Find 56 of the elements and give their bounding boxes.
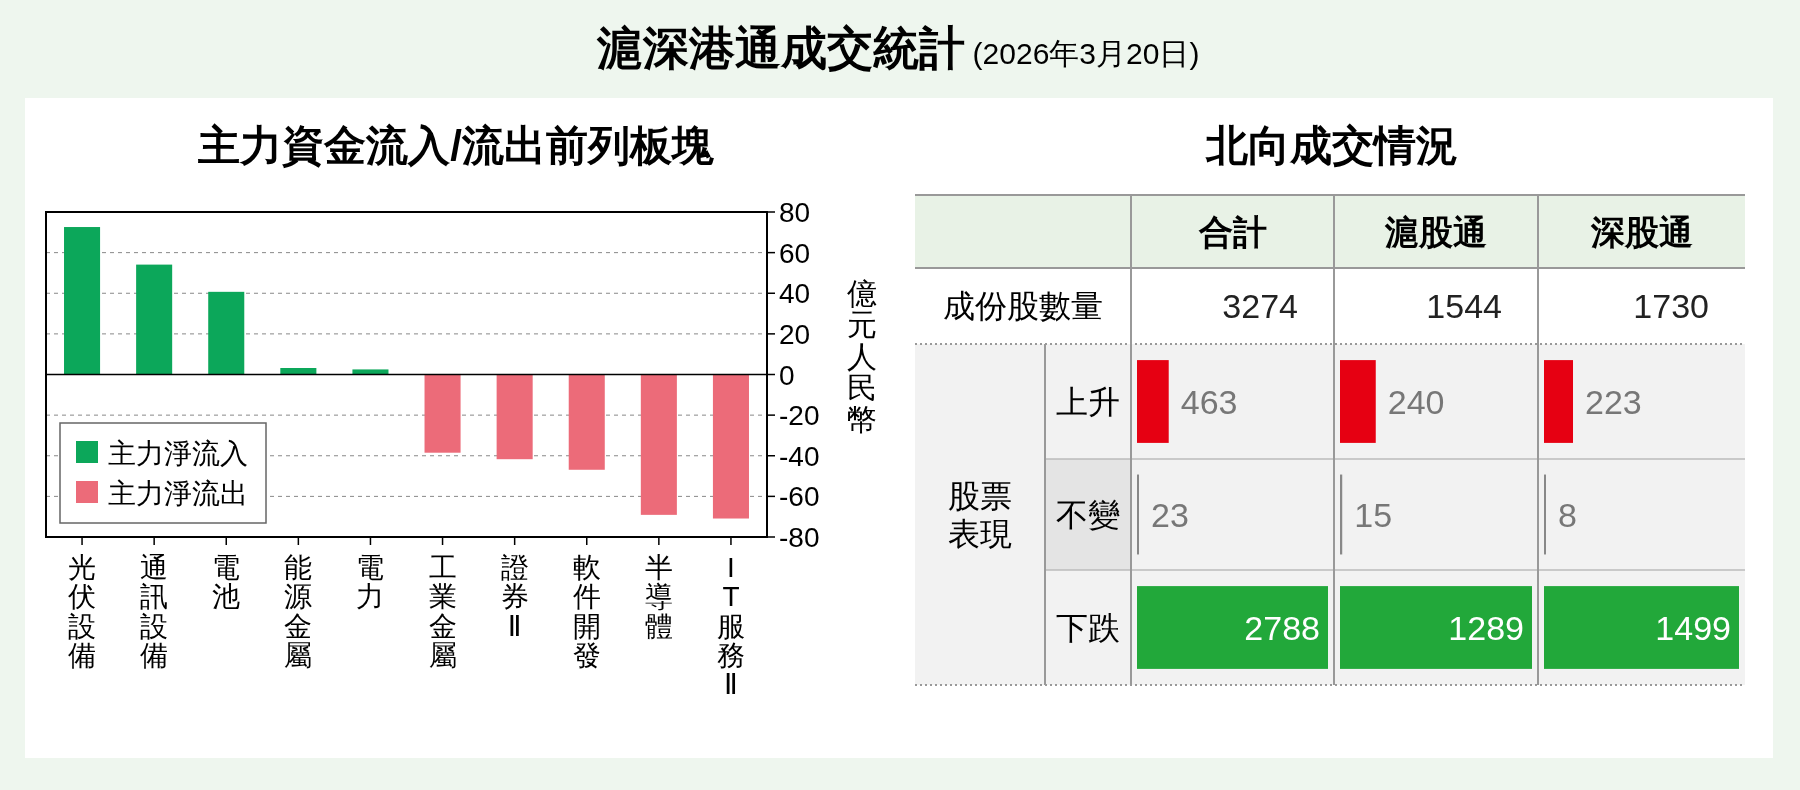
legend-label: 主力淨流入 [108, 438, 248, 469]
x-tick-label: 軟件開發 [572, 551, 601, 671]
y-tick-label: -80 [779, 522, 820, 553]
text: 3274 [1222, 287, 1298, 325]
x-tick-label: 證券Ⅱ [500, 551, 529, 642]
text: (2026年3月20日) [972, 37, 1200, 70]
y-tick-label: 80 [779, 197, 811, 228]
data-label: 223 [1585, 382, 1642, 421]
x-tick-label: 半導體 [644, 551, 673, 642]
y-tick-label: -20 [779, 400, 820, 432]
chart-title: 深股通 [1589, 212, 1693, 251]
legend-label: 主力淨流出 [108, 478, 248, 509]
x-tick-label: 電力 [356, 551, 385, 613]
x-tick-label: 光伏設備 [68, 551, 97, 671]
chart-title: 主力資金流入/流出前列板塊 [197, 122, 714, 169]
y-tick-label: 40 [779, 278, 811, 310]
bar [496, 374, 533, 460]
text: 成份股數量 [943, 288, 1103, 324]
y-tick-label: 上升 [1056, 383, 1120, 420]
text: 1544 [1426, 287, 1502, 325]
x-tick-label: 工業金屬 [428, 551, 457, 671]
y-axis-title: 億元人民幣 [847, 276, 877, 436]
bar [352, 369, 389, 375]
bar [568, 374, 605, 470]
bar [640, 374, 677, 515]
bar [208, 291, 245, 375]
x-tick-label: IT服務Ⅱ [716, 551, 745, 701]
y-tick-label: 下跌 [1056, 609, 1120, 646]
x-tick-label: 電池 [212, 551, 241, 613]
bar [712, 374, 749, 519]
bar [64, 227, 101, 375]
bar [424, 374, 461, 453]
data-label: 1289 [1448, 608, 1524, 647]
x-tick-label: 通訊設備 [140, 551, 169, 671]
chart-title: 合計 [1197, 212, 1267, 251]
bar [136, 264, 173, 375]
text: 1730 [1633, 287, 1709, 325]
data-label: 1499 [1655, 608, 1731, 647]
y-tick-label: 不變 [1056, 496, 1120, 533]
text: 股票表現 [948, 477, 1012, 552]
data-label: 23 [1151, 495, 1189, 534]
x-tick-label: 能源金屬 [284, 551, 313, 671]
data-label: 2788 [1244, 608, 1320, 647]
y-tick-label: 60 [779, 237, 811, 269]
data-label: 240 [1387, 382, 1445, 421]
text: 滬深港通成交統計 [595, 22, 965, 74]
data-label: 463 [1180, 382, 1238, 421]
data-label: 15 [1354, 495, 1393, 534]
bar [280, 368, 317, 375]
chart-title: 滬股通 [1384, 212, 1487, 251]
text: 北向成交情況 [1205, 122, 1458, 169]
y-tick-label: 0 [779, 359, 795, 391]
y-tick-label: -60 [779, 481, 820, 513]
y-tick-label: -40 [779, 440, 820, 472]
data-label: 8 [1558, 495, 1577, 534]
y-tick-label: 20 [779, 318, 811, 350]
